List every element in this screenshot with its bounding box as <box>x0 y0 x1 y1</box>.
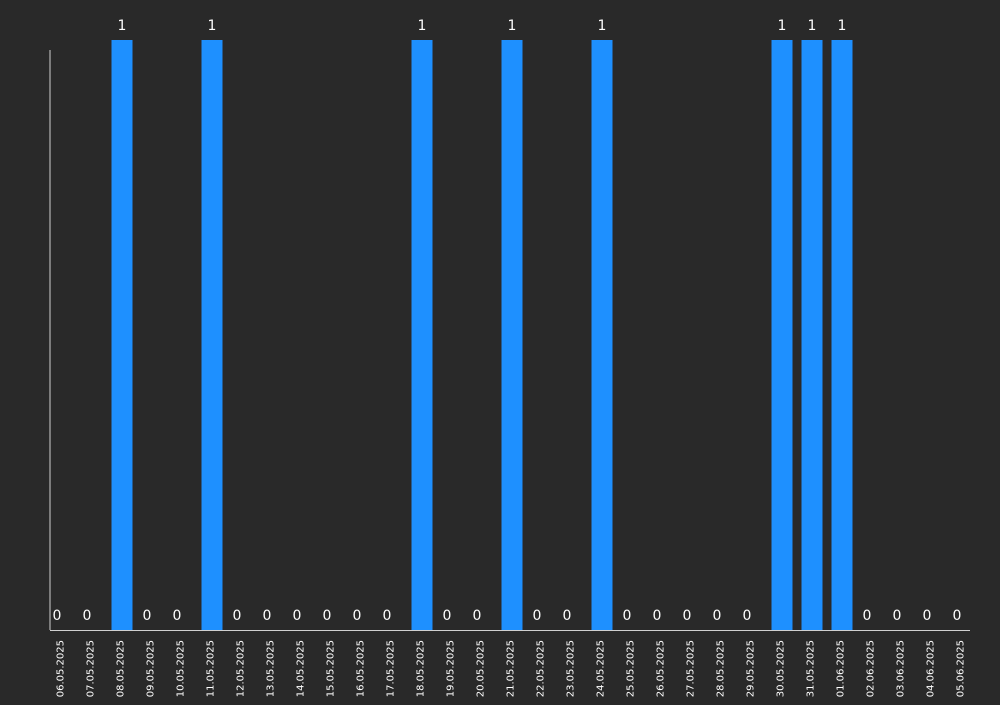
bar-08.05.2025 <box>111 40 133 630</box>
x-tick-label-21.05.2025: 21.05.2025 <box>506 640 517 697</box>
x-tick-label-06.05.2025: 06.05.2025 <box>56 640 67 697</box>
x-tick-label-05.06.2025: 05.06.2025 <box>956 640 967 697</box>
x-tick-label-14.05.2025: 14.05.2025 <box>296 640 307 697</box>
value-label-09.05.2025: 0 <box>143 608 152 624</box>
value-label-01.06.2025: 1 <box>838 18 847 34</box>
x-tick-label-01.06.2025: 01.06.2025 <box>836 640 847 697</box>
x-tick-label-31.05.2025: 31.05.2025 <box>806 640 817 697</box>
value-label-07.05.2025: 0 <box>83 608 92 624</box>
value-label-08.05.2025: 1 <box>118 18 127 34</box>
x-tick-label-30.05.2025: 30.05.2025 <box>776 640 787 697</box>
value-label-15.05.2025: 0 <box>323 608 332 624</box>
x-tick-label-24.05.2025: 24.05.2025 <box>596 640 607 697</box>
x-tick-label-18.05.2025: 18.05.2025 <box>416 640 427 697</box>
axis-layer <box>49 50 970 631</box>
x-tick-label-10.05.2025: 10.05.2025 <box>176 640 187 697</box>
bar-01.06.2025 <box>831 40 853 630</box>
bar-18.05.2025 <box>411 40 433 630</box>
value-label-23.05.2025: 0 <box>563 608 572 624</box>
bar-31.05.2025 <box>801 40 823 630</box>
x-tick-label-11.05.2025: 11.05.2025 <box>206 640 217 697</box>
x-tick-label-13.05.2025: 13.05.2025 <box>266 640 277 697</box>
value-label-17.05.2025: 0 <box>383 608 392 624</box>
x-tick-label-02.06.2025: 02.06.2025 <box>866 640 877 697</box>
value-label-03.06.2025: 0 <box>893 608 902 624</box>
value-label-30.05.2025: 1 <box>778 18 787 34</box>
value-label-24.05.2025: 1 <box>598 18 607 34</box>
value-label-27.05.2025: 0 <box>683 608 692 624</box>
x-tick-label-15.05.2025: 15.05.2025 <box>326 640 337 697</box>
value-label-02.06.2025: 0 <box>863 608 872 624</box>
value-label-25.05.2025: 0 <box>623 608 632 624</box>
value-labels-layer: 0 0 1 0 0 1 0 0 0 0 0 0 1 0 0 1 0 0 1 0 0 0 0 0 1 1 1 0 0 0 0 <box>53 18 962 624</box>
x-tick-label-19.05.2025: 19.05.2025 <box>446 640 457 697</box>
value-label-13.05.2025: 0 <box>263 608 272 624</box>
bar-30.05.2025 <box>771 40 793 630</box>
bar-24.05.2025 <box>591 40 613 630</box>
value-label-28.05.2025: 0 <box>713 608 722 624</box>
x-tick-label-16.05.2025: 16.05.2025 <box>356 640 367 697</box>
value-label-18.05.2025: 1 <box>418 18 427 34</box>
value-label-26.05.2025: 0 <box>653 608 662 624</box>
x-tick-label-26.05.2025: 26.05.2025 <box>656 640 667 697</box>
x-tick-label-12.05.2025: 12.05.2025 <box>236 640 247 697</box>
bar-11.05.2025 <box>201 40 223 630</box>
value-label-12.05.2025: 0 <box>233 608 242 624</box>
x-tick-label-17.05.2025: 17.05.2025 <box>386 640 397 697</box>
value-label-11.05.2025: 1 <box>208 18 217 34</box>
bars-layer <box>111 40 853 630</box>
value-label-21.05.2025: 1 <box>508 18 517 34</box>
value-label-06.05.2025: 0 <box>53 608 62 624</box>
x-tick-label-28.05.2025: 28.05.2025 <box>716 640 727 697</box>
x-tick-label-22.05.2025: 22.05.2025 <box>536 640 547 697</box>
x-tick-label-23.05.2025: 23.05.2025 <box>566 640 577 697</box>
value-label-29.05.2025: 0 <box>743 608 752 624</box>
value-label-16.05.2025: 0 <box>353 608 362 624</box>
value-label-10.05.2025: 0 <box>173 608 182 624</box>
x-tick-label-27.05.2025: 27.05.2025 <box>686 640 697 697</box>
value-label-22.05.2025: 0 <box>533 608 542 624</box>
bar-21.05.2025 <box>501 40 523 630</box>
x-tick-label-07.05.2025: 07.05.2025 <box>86 640 97 697</box>
value-label-31.05.2025: 1 <box>808 18 817 34</box>
x-tick-label-04.06.2025: 04.06.2025 <box>926 640 937 697</box>
value-label-19.05.2025: 0 <box>443 608 452 624</box>
x-tick-label-09.05.2025: 09.05.2025 <box>146 640 157 697</box>
value-label-04.06.2025: 0 <box>923 608 932 624</box>
value-label-20.05.2025: 0 <box>473 608 482 624</box>
x-tick-labels-layer: 06.05.2025 07.05.2025 08.05.2025 09.05.2025… <box>56 640 967 697</box>
x-tick-label-20.05.2025: 20.05.2025 <box>476 640 487 697</box>
value-label-05.06.2025: 0 <box>953 608 962 624</box>
x-tick-label-25.05.2025: 25.05.2025 <box>626 640 637 697</box>
x-tick-label-08.05.2025: 08.05.2025 <box>116 640 127 697</box>
x-tick-label-03.06.2025: 03.06.2025 <box>896 640 907 697</box>
value-label-14.05.2025: 0 <box>293 608 302 624</box>
x-tick-label-29.05.2025: 29.05.2025 <box>746 640 757 697</box>
